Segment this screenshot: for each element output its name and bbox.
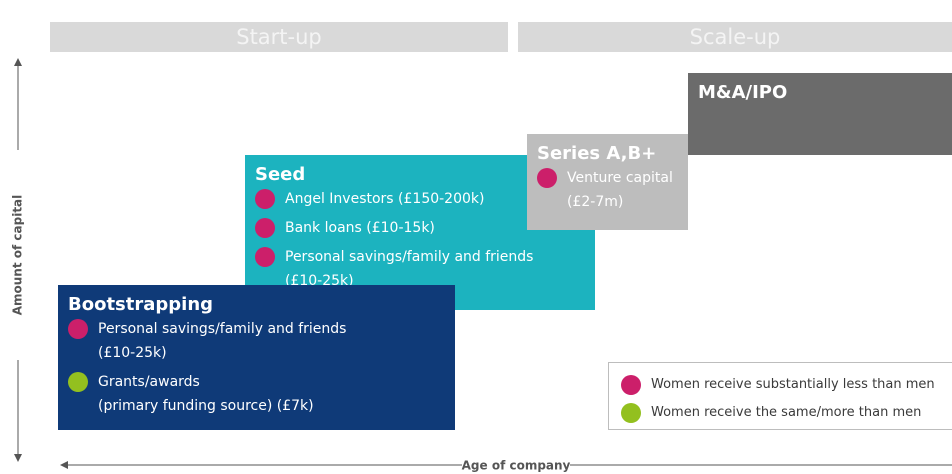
stage-title: Bootstrapping xyxy=(68,294,214,315)
item-line: (£2-7m) xyxy=(567,194,624,210)
item-line: Angel Investors (£150-200k) xyxy=(285,191,485,207)
legend-item: Women receive the same/more than men xyxy=(621,401,952,425)
item-line: (£10-25k) xyxy=(98,345,167,361)
stage-title: Series A,B+ xyxy=(537,143,657,164)
list-item: Personal savings/family and friends (£10-… xyxy=(68,317,445,365)
marker-dot xyxy=(255,189,275,209)
marker-dot xyxy=(537,168,557,188)
y-axis-label: Amount of capital xyxy=(11,195,25,316)
x-axis-label: Age of company xyxy=(462,459,571,473)
legend-text: Women receive substantially less than me… xyxy=(651,377,935,392)
item-text: Bank loans (£10-15k) xyxy=(285,216,435,240)
stage-box: Series A,B+ Venture capital (£2-7m) xyxy=(527,134,688,230)
item-line: Venture capital xyxy=(567,170,673,186)
stage-title: Seed xyxy=(255,164,306,185)
list-item: Venture capital (£2-7m) xyxy=(537,166,678,214)
phase-bar: Scale-up xyxy=(518,22,952,52)
item-line: (primary funding source) (£7k) xyxy=(98,398,314,414)
stage-box: Bootstrapping Personal savings/family and… xyxy=(58,285,455,430)
legend-item: Women receive substantially less than me… xyxy=(621,373,952,397)
item-line: Grants/awards xyxy=(98,374,200,390)
list-item: Angel Investors (£150-200k) xyxy=(255,187,585,211)
marker-dot xyxy=(255,247,275,267)
marker-dot xyxy=(621,375,641,395)
stage-title: M&A/IPO xyxy=(698,82,788,103)
item-line: Personal savings/family and friends xyxy=(98,321,347,337)
list-item: Grants/awards (primary funding source) (£… xyxy=(68,370,445,418)
marker-dot xyxy=(68,372,88,392)
legend-text: Women receive the same/more than men xyxy=(651,405,922,420)
stage-box: M&A/IPO xyxy=(688,73,952,155)
marker-dot xyxy=(255,218,275,238)
item-line: Bank loans (£10-15k) xyxy=(285,220,435,236)
marker-dot xyxy=(68,319,88,339)
item-text: Angel Investors (£150-200k) xyxy=(285,187,484,211)
list-item: Bank loans (£10-15k) xyxy=(255,216,585,240)
marker-dot xyxy=(621,403,641,423)
item-text: Personal savings/family and friends (£10-… xyxy=(98,317,346,365)
phase-bar: Start-up xyxy=(50,22,508,52)
item-line: Personal savings/family and friends xyxy=(285,249,534,265)
legend: Women receive substantially less than me… xyxy=(608,362,952,430)
item-text: Venture capital (£2-7m) xyxy=(567,166,673,214)
item-text: Grants/awards (primary funding source) (£… xyxy=(98,370,314,418)
